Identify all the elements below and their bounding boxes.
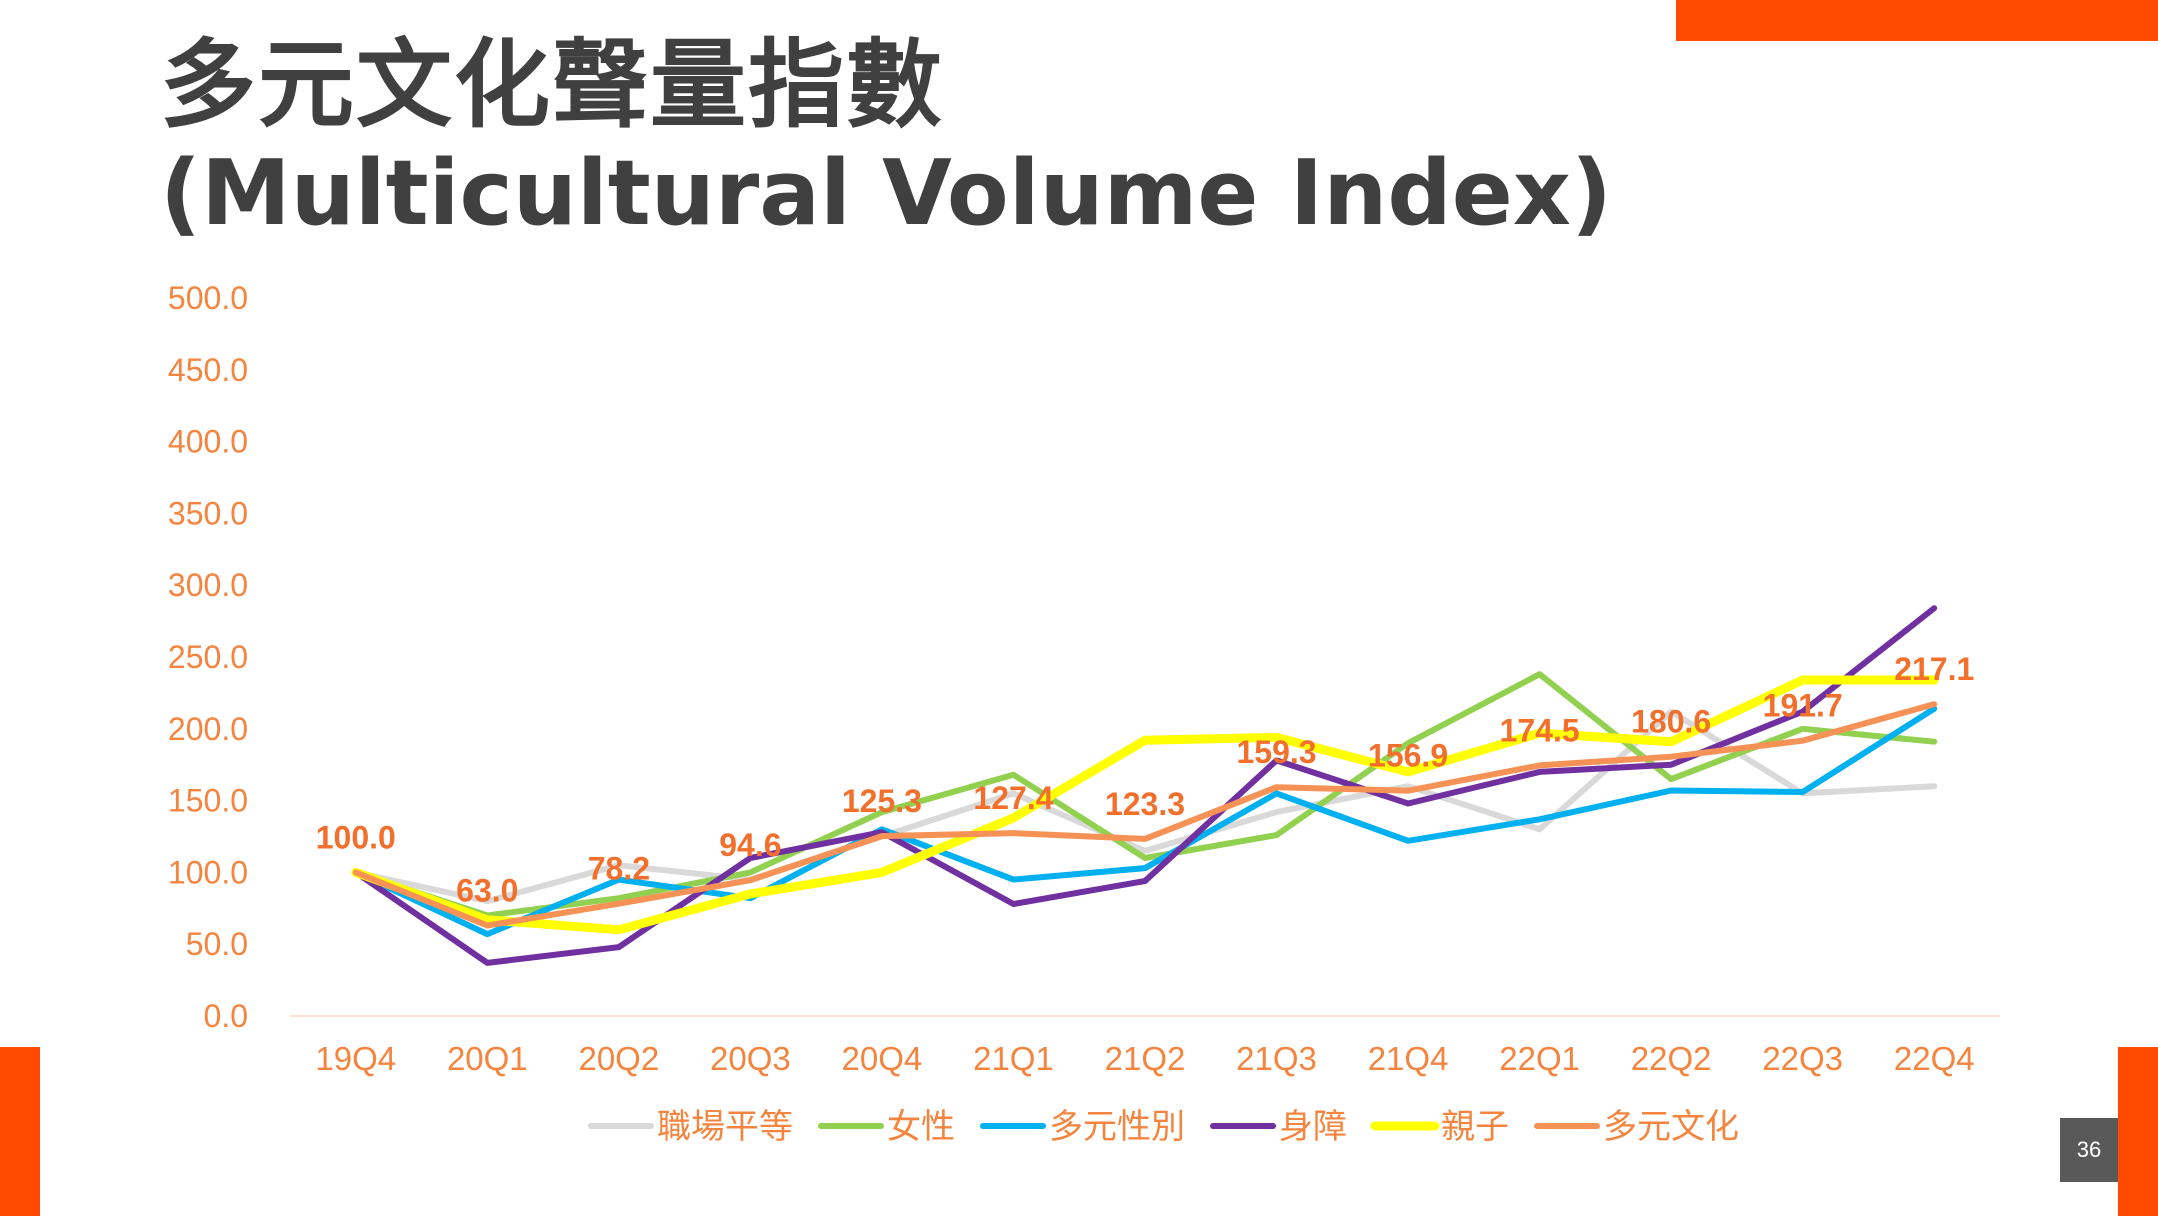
x-tick-label: 19Q4: [315, 1040, 396, 1077]
legend-label: 女性: [887, 1108, 955, 1146]
accent-bar-bottom-left: [0, 1047, 40, 1216]
title-chinese: 多元文化聲量指數: [160, 29, 944, 141]
accent-bar-top: [1676, 0, 2158, 41]
title-english: (Multicultural Volume Index): [160, 141, 1612, 246]
legend-label: 多元性別: [1049, 1108, 1185, 1146]
x-tick-label: 20Q4: [842, 1040, 923, 1077]
y-tick-label: 150.0: [168, 783, 248, 819]
y-tick-label: 250.0: [168, 639, 248, 675]
legend-label: 多元文化: [1603, 1108, 1739, 1146]
y-tick-label: 50.0: [186, 926, 248, 962]
legend-label: 職場平等: [657, 1108, 793, 1146]
x-tick-label: 20Q3: [710, 1040, 791, 1077]
data-label: 125.3: [842, 783, 922, 819]
x-tick-label: 22Q4: [1894, 1040, 1975, 1077]
data-label: 191.7: [1763, 688, 1843, 724]
data-label: 127.4: [973, 780, 1053, 816]
x-tick-label: 22Q3: [1762, 1040, 1843, 1077]
y-tick-label: 450.0: [168, 352, 248, 388]
page-title: 多元文化聲量指數 (Multicultural Volume Index): [160, 30, 1612, 248]
page-number: 36: [2060, 1118, 2118, 1182]
series-line: [351, 675, 1939, 935]
series-line: [352, 708, 1938, 905]
data-label: 174.5: [1500, 712, 1580, 748]
series-line: [352, 671, 1938, 919]
data-label: 100.0: [316, 819, 396, 855]
x-tick-label: 21Q1: [973, 1040, 1054, 1077]
y-tick-label: 500.0: [168, 280, 248, 316]
y-tick-label: 100.0: [168, 854, 248, 890]
x-tick-label: 20Q2: [578, 1040, 659, 1077]
y-tick-label: 400.0: [168, 424, 248, 460]
x-tick-label: 21Q3: [1236, 1040, 1317, 1077]
x-tick-label: 22Q1: [1499, 1040, 1580, 1077]
data-label: 217.1: [1894, 651, 1974, 687]
data-label: 180.6: [1631, 704, 1711, 740]
x-tick-label: 21Q4: [1368, 1040, 1449, 1077]
accent-bar-bottom-right: [2118, 1047, 2158, 1216]
y-tick-label: 350.0: [168, 495, 248, 531]
data-label: 159.3: [1236, 734, 1316, 770]
series-line: [352, 705, 1938, 938]
x-tick-label: 20Q1: [447, 1040, 528, 1077]
x-tick-label: 22Q2: [1631, 1040, 1712, 1077]
data-label: 63.0: [456, 873, 518, 909]
data-label: 94.6: [719, 827, 781, 863]
data-label: 78.2: [588, 851, 650, 887]
x-tick-label: 21Q2: [1105, 1040, 1186, 1077]
y-tick-label: 0.0: [204, 998, 248, 1034]
data-label: 156.9: [1368, 738, 1448, 774]
series-line: [352, 701, 1938, 929]
legend-label: 親子: [1441, 1108, 1509, 1146]
legend-label: 身障: [1279, 1108, 1347, 1146]
y-tick-label: 300.0: [168, 567, 248, 603]
data-label: 123.3: [1105, 786, 1185, 822]
y-tick-label: 200.0: [168, 711, 248, 747]
series-line: [352, 605, 1938, 966]
